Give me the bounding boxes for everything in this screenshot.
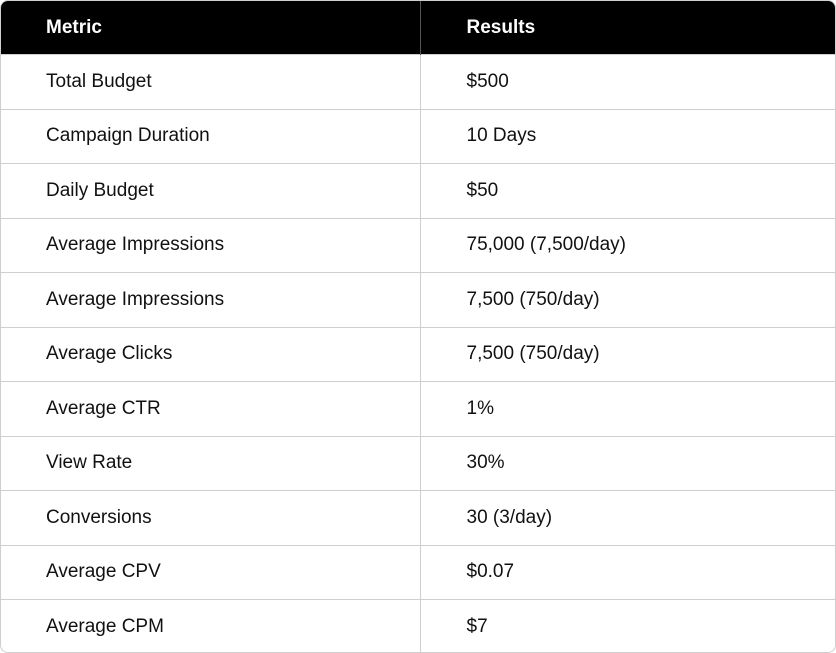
table-row: Average Clicks 7,500 (750/day) [1,326,835,382]
table-row: View Rate 30% [1,435,835,491]
result-cell: 30 (3/day) [420,490,835,545]
result-cell: 75,000 (7,500/day) [420,217,835,273]
metric-cell: Daily Budget [1,163,421,218]
metric-cell: Average Clicks [1,326,421,382]
table-row: Average Impressions 7,500 (750/day) [1,272,835,327]
metric-cell: Average CPV [1,544,421,600]
table-row: Campaign Duration 10 Days [1,108,835,164]
table-header: Metric Results [1,1,835,55]
metric-cell: Total Budget [1,54,421,109]
header-row: Metric Results [1,1,835,55]
result-cell: 10 Days [420,108,835,164]
table-body: Total Budget $500 Campaign Duration 10 Days… [1,54,835,652]
table-row: Total Budget $500 [1,54,835,109]
table-row: Average CPV $0.07 [1,544,835,600]
header-cell: Results [420,1,835,55]
result-cell: 7,500 (750/day) [420,326,835,382]
result-cell: 30% [420,435,835,491]
metric-cell: Conversions [1,490,421,545]
metric-cell: Average CTR [1,381,421,436]
result-cell: $7 [420,599,835,652]
result-cell: $0.07 [420,544,835,600]
metric-cell: Average Impressions [1,272,421,327]
result-cell: 7,500 (750/day) [420,272,835,327]
table-row: Average Impressions 75,000 (7,500/day) [1,217,835,273]
metric-cell: Average Impressions [1,217,421,273]
table-row: Average CTR 1% [1,381,835,436]
table-row: Average CPM $7 [1,599,835,652]
result-cell: $50 [420,163,835,218]
metric-cell: View Rate [1,435,421,491]
result-cell: 1% [420,381,835,436]
metric-cell: Campaign Duration [1,108,421,164]
metric-cell: Average CPM [1,599,421,652]
header-cell: Metric [1,1,421,55]
result-cell: $500 [420,54,835,109]
table-row: Conversions 30 (3/day) [1,490,835,545]
table-row: Daily Budget $50 [1,163,835,218]
